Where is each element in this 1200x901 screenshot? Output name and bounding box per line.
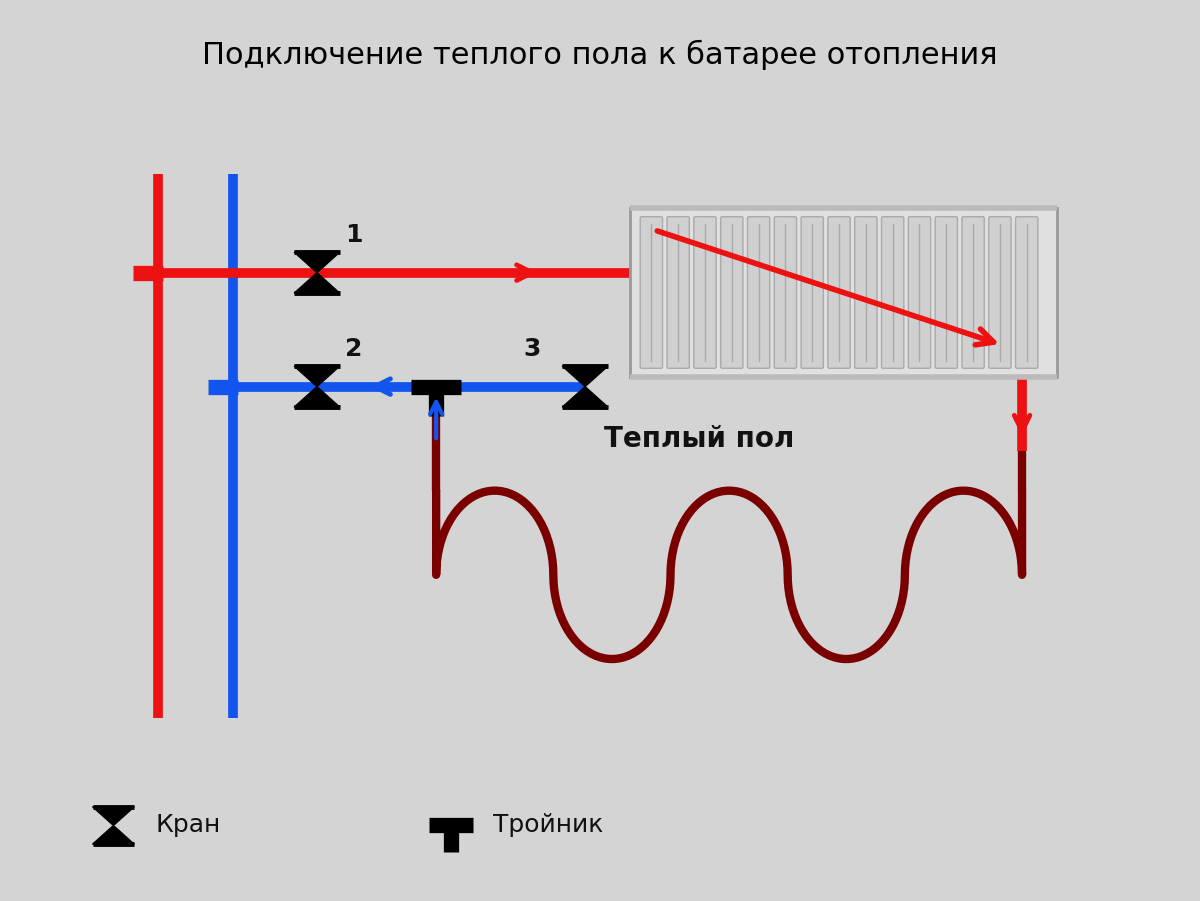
FancyBboxPatch shape [641, 216, 662, 369]
FancyBboxPatch shape [854, 216, 877, 369]
Text: 3: 3 [523, 337, 541, 361]
Text: 1: 1 [344, 223, 362, 247]
FancyBboxPatch shape [908, 216, 931, 369]
Text: Тройник: Тройник [493, 814, 604, 838]
FancyBboxPatch shape [802, 216, 823, 369]
Bar [630, 208, 1057, 377]
FancyBboxPatch shape [882, 216, 904, 369]
Polygon shape [294, 273, 340, 293]
Text: 2: 2 [344, 337, 362, 361]
Polygon shape [294, 366, 340, 387]
FancyBboxPatch shape [935, 216, 958, 369]
Polygon shape [92, 825, 134, 844]
Text: Подключение теплого пола к батарее отопления: Подключение теплого пола к батарее отопл… [202, 40, 998, 70]
FancyBboxPatch shape [748, 216, 769, 369]
FancyBboxPatch shape [989, 216, 1012, 369]
Polygon shape [294, 252, 340, 273]
FancyBboxPatch shape [721, 216, 743, 369]
Polygon shape [92, 806, 134, 825]
Polygon shape [563, 387, 608, 407]
Text: Кран: Кран [155, 814, 221, 838]
FancyBboxPatch shape [1015, 216, 1038, 369]
Text: Теплый пол: Теплый пол [604, 425, 794, 453]
FancyBboxPatch shape [828, 216, 850, 369]
FancyBboxPatch shape [667, 216, 689, 369]
FancyBboxPatch shape [694, 216, 716, 369]
Polygon shape [563, 366, 608, 387]
FancyBboxPatch shape [962, 216, 984, 369]
FancyBboxPatch shape [774, 216, 797, 369]
Polygon shape [294, 387, 340, 407]
